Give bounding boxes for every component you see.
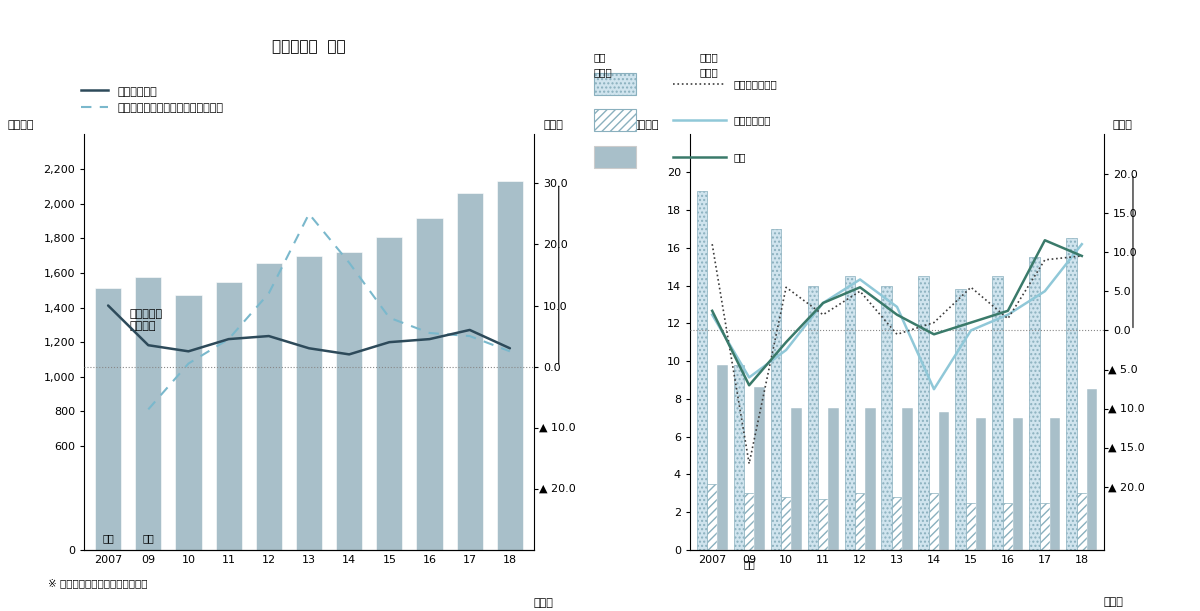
Bar — [733, 365, 744, 550]
Text: ▲ 10.0: ▲ 10.0 — [1108, 404, 1145, 414]
Text: 〜〜: 〜〜 — [743, 559, 755, 569]
Bar — [336, 252, 362, 550]
Bar — [718, 365, 727, 550]
Bar — [256, 263, 282, 550]
Bar — [95, 288, 121, 550]
Text: ※ 各年で業績が判明した企業のみ: ※ 各年で業績が判明した企業のみ — [48, 579, 148, 588]
Text: ▲ 5.0: ▲ 5.0 — [1108, 365, 1138, 375]
Bar — [1076, 493, 1087, 550]
Bar — [1039, 503, 1050, 550]
Text: ▲ 20.0: ▲ 20.0 — [1108, 482, 1145, 492]
Text: 専門スタジオ: 専門スタジオ — [734, 115, 772, 125]
Bar — [818, 499, 828, 550]
Bar — [594, 146, 636, 168]
Bar — [707, 484, 718, 550]
Bar — [940, 412, 949, 550]
Legend: 収入高前年比, 参考：アニメ制作本数の前年比推移: 収入高前年比, 参考：アニメ制作本数の前年比推移 — [80, 86, 223, 113]
Bar — [497, 181, 523, 550]
Text: 全体: 全体 — [734, 152, 746, 162]
Bar — [744, 493, 755, 550]
Bar — [929, 493, 940, 550]
Bar — [416, 218, 443, 550]
Text: （億円）: （億円） — [7, 120, 34, 130]
Bar — [1003, 503, 1013, 550]
Text: 収入高合計
（左軸）: 収入高合計 （左軸） — [130, 309, 162, 331]
Text: （％）: （％） — [544, 120, 563, 130]
Bar — [175, 295, 202, 550]
Bar — [1013, 418, 1024, 550]
Bar — [992, 276, 1003, 550]
Text: 〜〜: 〜〜 — [102, 533, 114, 543]
Text: 増減率: 増減率 — [700, 67, 719, 77]
Bar — [791, 408, 802, 550]
Bar — [865, 408, 876, 550]
Text: ▲ 20.0: ▲ 20.0 — [539, 484, 575, 494]
Bar — [594, 73, 636, 95]
Bar — [781, 497, 791, 550]
Text: 元請・グロス請: 元請・グロス請 — [734, 79, 778, 89]
Bar — [976, 418, 986, 550]
Bar — [770, 229, 781, 550]
Bar — [966, 503, 976, 550]
Text: （億円）: （億円） — [632, 120, 659, 130]
Text: ▲ 10.0: ▲ 10.0 — [539, 423, 575, 433]
Text: （％）: （％） — [1112, 120, 1132, 130]
Bar — [882, 285, 892, 550]
Text: 前年比: 前年比 — [700, 53, 719, 62]
Bar — [697, 191, 707, 550]
Text: ▲ 15.0: ▲ 15.0 — [1108, 443, 1145, 453]
Bar — [955, 289, 966, 550]
Bar — [902, 408, 912, 550]
Text: 平均: 平均 — [594, 53, 606, 62]
Bar — [755, 387, 764, 550]
Bar — [1067, 238, 1076, 550]
Bar — [216, 282, 241, 550]
Text: （年）: （年） — [1104, 597, 1124, 607]
Text: 〜〜: 〜〜 — [143, 533, 154, 543]
Bar — [1050, 418, 1061, 550]
Text: （年）: （年） — [534, 598, 554, 609]
Bar — [892, 497, 902, 550]
Bar — [1087, 389, 1097, 550]
Bar — [1030, 257, 1039, 550]
Text: 収入高: 収入高 — [594, 67, 613, 77]
Bar — [457, 193, 482, 550]
Bar — [828, 408, 839, 550]
Bar — [594, 109, 636, 131]
Bar — [808, 285, 818, 550]
Bar — [377, 236, 402, 550]
Bar — [845, 276, 854, 550]
Bar — [918, 276, 929, 550]
Bar — [854, 493, 865, 550]
Bar — [296, 255, 322, 550]
Title: 収入高合計  推移: 収入高合計 推移 — [272, 39, 346, 54]
Bar — [136, 277, 161, 550]
